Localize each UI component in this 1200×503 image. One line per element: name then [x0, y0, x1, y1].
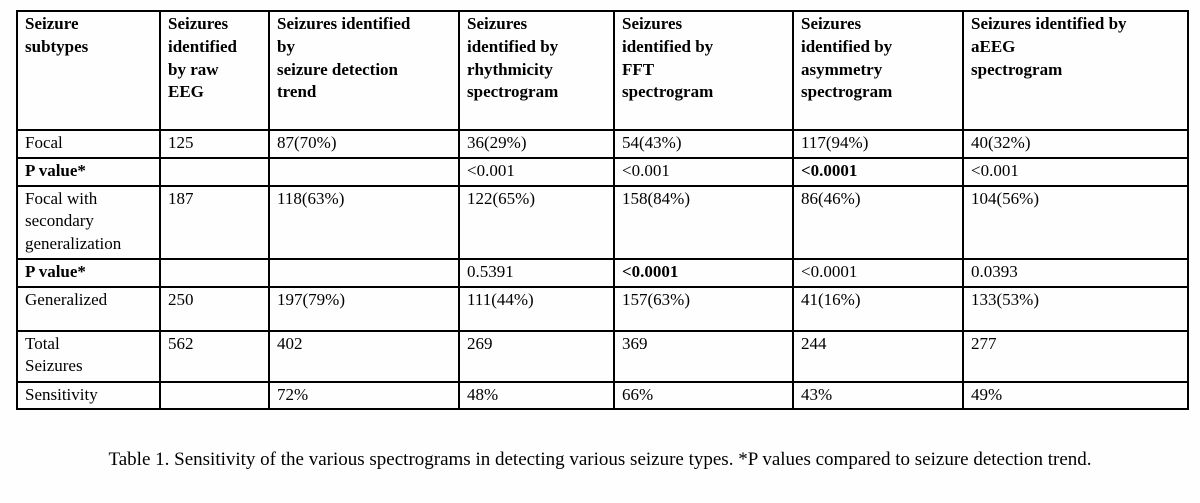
table-cell [159, 380, 270, 411]
table-cell: <0.001 [962, 156, 1189, 187]
table-row-focal-secondary-generalization: Focal with secondary generalization 187 … [16, 184, 1189, 260]
table-cell: 187 [159, 184, 270, 260]
table-cell: 43% [792, 380, 964, 411]
table-cell: 369 [613, 329, 794, 383]
column-header-seizure-detection-trend: Seizures identified by seizure detection… [268, 10, 460, 131]
table-row-generalized: Generalized 250 197(79%) 111(44%) 157(63… [16, 285, 1189, 332]
table-cell: 41(16%) [792, 285, 964, 332]
table-cell: 402 [268, 329, 460, 383]
column-header-asymmetry: Seizures identified by asymmetry spectro… [792, 10, 964, 131]
column-header-seizure-subtypes: Seizure subtypes [16, 10, 161, 131]
column-header-rhythmicity: Seizures identified by rhythmicity spect… [458, 10, 615, 131]
column-header-raw-eeg: Seizures identified by raw EEG [159, 10, 270, 131]
table-header-row: Seizure subtypes Seizures identified by … [16, 10, 1189, 131]
table-cell: 48% [458, 380, 615, 411]
table-cell: <0.0001 [792, 257, 964, 288]
table-cell: <0.001 [458, 156, 615, 187]
table-cell: 117(94%) [792, 129, 964, 159]
table-cell: 277 [962, 329, 1189, 383]
row-label: Focal [16, 129, 161, 159]
table-cell: 72% [268, 380, 460, 411]
table-cell: 66% [613, 380, 794, 411]
table-row-pvalue-focal: P value* <0.001 <0.001 <0.0001 <0.001 [16, 156, 1189, 187]
table-cell: 250 [159, 285, 270, 332]
row-label: Generalized [16, 285, 161, 332]
table-cell [159, 156, 270, 187]
table-cell: <0.0001 [613, 257, 794, 288]
row-label: Sensitivity [16, 380, 161, 411]
column-header-aeeg: Seizures identified by aEEG spectrogram [962, 10, 1189, 131]
table-cell [268, 156, 460, 187]
table-cell: 36(29%) [458, 129, 615, 159]
table-row-total-seizures: Total Seizures 562 402 269 369 244 277 [16, 329, 1189, 383]
table-cell: 49% [962, 380, 1189, 411]
table-cell: 111(44%) [458, 285, 615, 332]
table-cell: <0.0001 [792, 156, 964, 187]
table-cell: 157(63%) [613, 285, 794, 332]
table-row-focal: Focal 125 87(70%) 36(29%) 54(43%) 117(94… [16, 129, 1189, 159]
table-cell: 125 [159, 129, 270, 159]
row-label: P value* [16, 257, 161, 288]
table-cell: 86(46%) [792, 184, 964, 260]
table-cell: 562 [159, 329, 270, 383]
table-cell [159, 257, 270, 288]
table-cell: 54(43%) [613, 129, 794, 159]
row-label: Total Seizures [16, 329, 161, 383]
table-cell: 118(63%) [268, 184, 460, 260]
table-cell: 197(79%) [268, 285, 460, 332]
table-cell: 87(70%) [268, 129, 460, 159]
table-cell: 40(32%) [962, 129, 1189, 159]
table-caption: Table 1. Sensitivity of the various spec… [108, 449, 1092, 470]
table-cell: 0.0393 [962, 257, 1189, 288]
row-label: Focal with secondary generalization [16, 184, 161, 260]
row-label: P value* [16, 156, 161, 187]
table-cell: 122(65%) [458, 184, 615, 260]
table-row-pvalue-focal-secondary: P value* 0.5391 <0.0001 <0.0001 0.0393 [16, 257, 1189, 288]
table-cell: 0.5391 [458, 257, 615, 288]
table-cell: 104(56%) [962, 184, 1189, 260]
table-cell: 133(53%) [962, 285, 1189, 332]
table-cell: 158(84%) [613, 184, 794, 260]
table-cell: <0.001 [613, 156, 794, 187]
table-cell: 269 [458, 329, 615, 383]
seizure-sensitivity-table: Seizure subtypes Seizures identified by … [16, 10, 1189, 411]
column-header-fft: Seizures identified by FFT spectrogram [613, 10, 794, 131]
table-cell: 244 [792, 329, 964, 383]
table-row-sensitivity: Sensitivity 72% 48% 66% 43% 49% [16, 380, 1189, 411]
table-cell [268, 257, 460, 288]
